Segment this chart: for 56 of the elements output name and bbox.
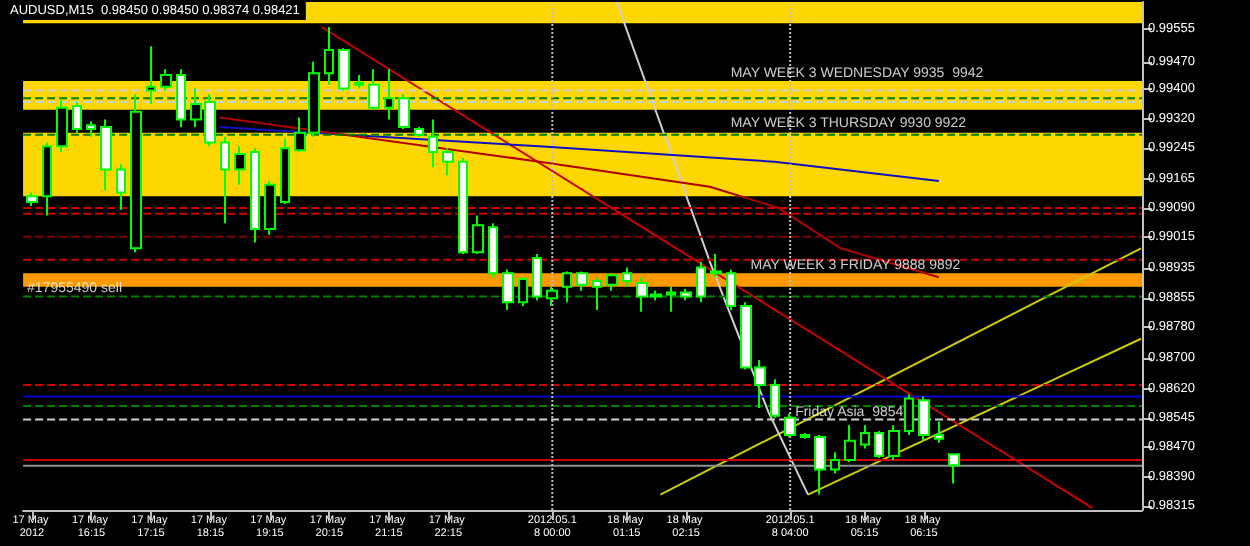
candlestick [442, 147, 454, 177]
candlestick [726, 268, 736, 311]
candlestick [888, 424, 900, 461]
candlestick [368, 68, 380, 111]
candlestick [72, 101, 82, 134]
candlestick [234, 145, 246, 186]
candlestick [948, 453, 960, 485]
candlestick [56, 99, 68, 154]
candlestick [264, 179, 276, 236]
candlestick [622, 266, 632, 288]
candlestick [354, 74, 364, 90]
candlestick [220, 135, 230, 225]
candlestick [860, 424, 870, 450]
candlestick [384, 68, 394, 121]
candlestick [176, 68, 186, 129]
candlestick [250, 147, 260, 244]
candlestick [26, 191, 38, 207]
candlestick [42, 141, 52, 217]
candlestick [592, 276, 602, 311]
candlestick [666, 285, 676, 313]
candlestick [934, 420, 944, 444]
candlestick [338, 47, 350, 92]
candlestick [606, 272, 618, 292]
candlestick [116, 162, 126, 211]
candlestick [546, 285, 558, 308]
candlestick [532, 253, 542, 302]
candlestick [518, 276, 528, 308]
candlestick [458, 156, 468, 256]
candlestick [800, 432, 810, 440]
candlestick [146, 45, 156, 105]
candlestick [814, 433, 826, 496]
candlestick [830, 451, 840, 475]
candlestick [160, 68, 172, 92]
candlestick [696, 260, 706, 304]
candlestick [472, 214, 484, 256]
line-series [218, 126, 940, 182]
candlestick [874, 430, 884, 460]
candlestick [280, 137, 290, 206]
candlestick [710, 253, 722, 279]
candlestick [324, 26, 334, 86]
candlestick [86, 120, 96, 138]
candlestick [844, 424, 856, 463]
candlestick [398, 93, 410, 130]
candlestick [680, 287, 692, 302]
candlestick [502, 268, 514, 311]
candlestick [562, 270, 572, 304]
candlestick [918, 395, 930, 442]
candlestick [488, 222, 498, 279]
candlestick [904, 393, 914, 436]
candlestick [100, 118, 112, 192]
candlestick [576, 270, 588, 292]
candlestick [428, 118, 438, 169]
candlestick [130, 93, 142, 254]
candlestick [770, 378, 780, 419]
candlestick [414, 126, 424, 138]
candlestick [784, 412, 796, 438]
